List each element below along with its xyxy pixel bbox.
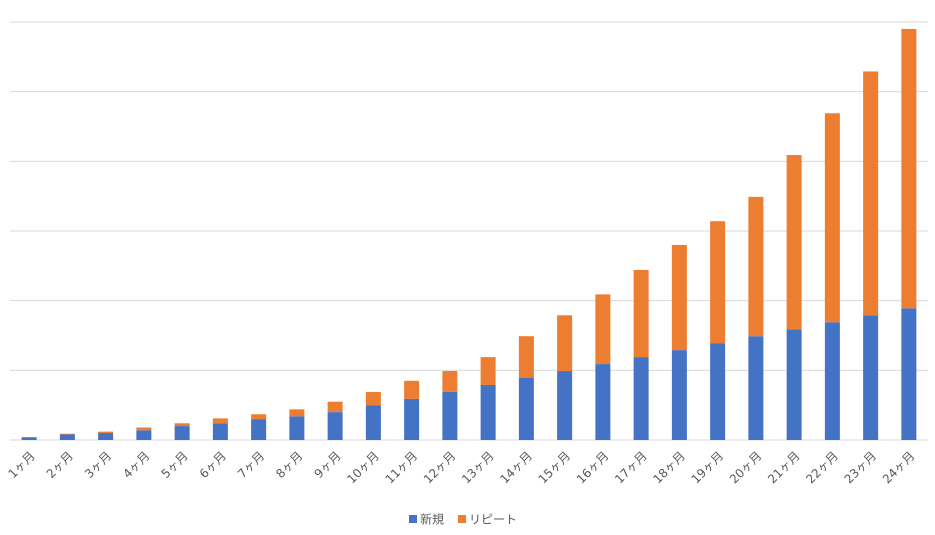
bar-segment (518, 377, 534, 440)
x-tick-label: 1ヶ月 (5, 449, 37, 481)
x-tick-label: 4ヶ月 (120, 449, 152, 481)
bar-segment (289, 409, 305, 417)
legend-label: 新規 (420, 512, 444, 527)
x-tick-label: 18ヶ月 (650, 449, 688, 487)
bar-segment (480, 384, 496, 440)
bar-segment (289, 416, 305, 440)
bar-segment (365, 405, 381, 440)
bar-segment (633, 270, 649, 358)
x-tick-label: 5ヶ月 (158, 449, 190, 481)
bar-segment (557, 315, 573, 372)
x-tick-label: 24ヶ月 (880, 449, 918, 487)
bar-segment (710, 343, 726, 440)
bar-segment (824, 113, 840, 323)
bar-segment (365, 391, 381, 406)
x-tick-label: 13ヶ月 (459, 449, 497, 487)
bar-segment (59, 433, 75, 435)
bar-segment (863, 71, 879, 316)
x-tick-label: 17ヶ月 (612, 449, 650, 487)
x-tick-label: 7ヶ月 (235, 449, 267, 481)
bar-segment (327, 412, 343, 440)
x-tick-label: 10ヶ月 (344, 449, 382, 487)
bar-segment (786, 329, 802, 440)
bar-segment (748, 336, 764, 440)
bar-segment (557, 371, 573, 440)
bar-segment (863, 315, 879, 440)
bar-segment (480, 357, 496, 385)
bar-segment (404, 380, 420, 399)
bar-segment (748, 196, 764, 337)
bar-segment (595, 364, 611, 440)
x-tick-label: 22ヶ月 (803, 449, 841, 487)
x-tick-label: 9ヶ月 (311, 449, 343, 481)
bar-segment (212, 418, 228, 424)
legend-swatch (458, 515, 467, 523)
bar-segment (174, 426, 190, 440)
x-tick-label: 23ヶ月 (842, 449, 880, 487)
bar-segment (404, 398, 420, 440)
x-tick-label: 19ヶ月 (689, 449, 727, 487)
bar-segment (442, 391, 458, 440)
bar-segment (174, 423, 190, 427)
bar-segment (710, 221, 726, 344)
x-tick-label: 8ヶ月 (273, 449, 305, 481)
bar-segment (59, 434, 75, 440)
bar-segment (251, 419, 267, 440)
legend-label: リピート (469, 513, 517, 527)
bar-segment (212, 423, 228, 440)
bar-segment (136, 430, 152, 440)
bar-segment (442, 371, 458, 392)
bar-segment (21, 437, 37, 440)
legend-swatch (409, 515, 417, 523)
bar-segment (595, 294, 611, 365)
bar-segment (251, 414, 267, 420)
bar-segment (671, 244, 687, 351)
x-tick-label: 11ヶ月 (383, 449, 421, 487)
x-tick-label: 16ヶ月 (574, 449, 612, 487)
bar-segment (786, 155, 802, 330)
bar-segment (136, 427, 152, 431)
bar-segment (98, 433, 114, 440)
bar-segment (518, 336, 534, 378)
bar-segment (327, 401, 343, 413)
bar-segment (98, 431, 114, 434)
bar-segment (824, 322, 840, 440)
x-tick-label: 2ヶ月 (44, 449, 76, 481)
bar-segment (901, 308, 917, 440)
x-tick-label: 14ヶ月 (497, 449, 535, 487)
x-tick-label: 12ヶ月 (421, 449, 459, 487)
bar-segment (633, 357, 649, 440)
x-tick-label: 6ヶ月 (197, 449, 229, 481)
x-tick-label: 21ヶ月 (765, 449, 803, 487)
x-tick-label: 20ヶ月 (727, 449, 765, 487)
bar-segment (671, 350, 687, 440)
x-tick-label: 3ヶ月 (82, 449, 114, 481)
x-tick-label: 15ヶ月 (536, 449, 574, 487)
bar-segment (901, 28, 917, 309)
